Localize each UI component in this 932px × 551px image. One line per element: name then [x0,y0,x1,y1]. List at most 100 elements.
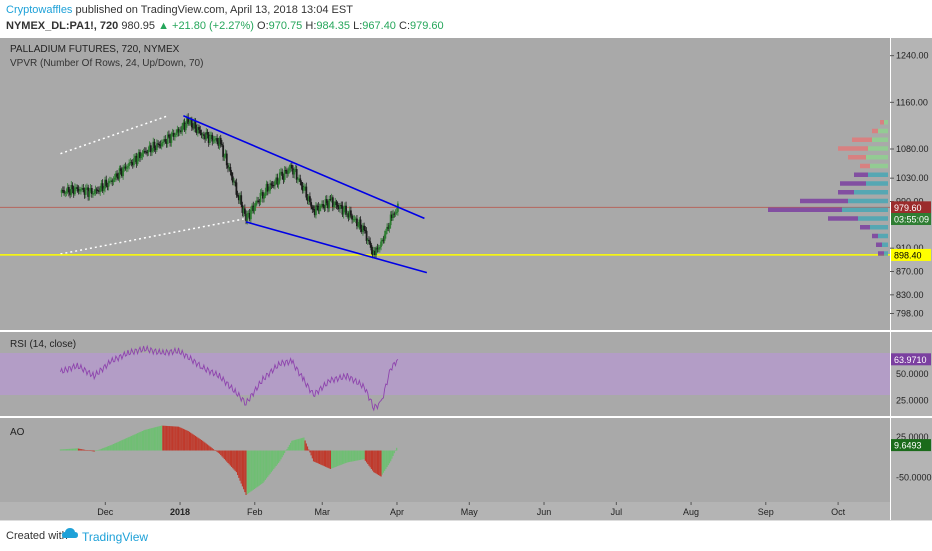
candle[interactable] [211,134,214,142]
candle[interactable] [318,207,321,212]
candle[interactable] [356,218,358,227]
candle[interactable] [189,119,192,122]
candle[interactable] [249,209,252,220]
candle[interactable] [341,205,344,215]
candle[interactable] [327,202,329,209]
price-pane[interactable] [0,38,890,330]
candle[interactable] [155,143,158,150]
candle[interactable] [296,179,299,181]
candle[interactable] [376,247,379,250]
candle[interactable] [231,176,234,183]
candle[interactable] [333,205,335,208]
candle[interactable] [219,137,222,144]
candle[interactable] [182,122,185,126]
candle[interactable] [86,187,88,189]
candle[interactable] [83,189,86,195]
candle[interactable] [136,157,139,165]
candle[interactable] [237,195,240,201]
candle[interactable] [352,219,355,221]
candle[interactable] [313,209,316,216]
candle[interactable] [137,152,140,158]
candle[interactable] [175,133,178,135]
candle[interactable] [152,141,155,151]
rsi-line[interactable] [60,344,399,412]
candle[interactable] [87,187,90,197]
candle[interactable] [388,225,391,229]
candle[interactable] [239,195,241,201]
candle[interactable] [312,208,315,210]
candle[interactable] [278,172,281,181]
candle[interactable] [128,162,131,167]
candle[interactable] [69,192,71,195]
candle[interactable] [139,152,141,159]
candle[interactable] [364,229,367,231]
candle[interactable] [276,177,279,185]
candle[interactable] [330,197,333,200]
candle[interactable] [187,117,190,124]
time-scale[interactable] [0,502,932,520]
candle[interactable] [198,127,200,130]
candle[interactable] [196,127,199,134]
candle[interactable] [265,183,268,192]
candle[interactable] [377,248,380,250]
candle[interactable] [164,139,167,142]
candle[interactable] [289,164,292,169]
candle[interactable] [223,156,226,158]
candle[interactable] [306,197,309,201]
candle[interactable] [148,145,151,150]
candle[interactable] [234,181,237,183]
trend-channel-top[interactable] [183,115,425,220]
candle[interactable] [65,191,68,193]
candle[interactable] [108,180,111,182]
candle[interactable] [269,183,272,191]
candle[interactable] [282,175,285,180]
candle[interactable] [365,230,368,241]
candle[interactable] [74,187,76,195]
candle[interactable] [130,162,133,164]
candle[interactable] [160,143,163,147]
candle[interactable] [135,155,138,165]
candle[interactable] [324,199,327,208]
candle[interactable] [201,134,204,136]
candle[interactable] [170,134,173,143]
candle[interactable] [287,170,290,174]
candle[interactable] [243,208,246,214]
candle[interactable] [281,171,284,176]
candle[interactable] [271,184,274,186]
candle[interactable] [372,250,375,255]
candle[interactable] [345,205,347,215]
candle[interactable] [270,183,273,185]
author-link[interactable]: Cryptowaffles [6,4,73,16]
candle[interactable] [258,200,261,203]
candle[interactable] [382,239,385,241]
candle[interactable] [158,143,161,145]
candle[interactable] [80,188,82,191]
candle[interactable] [340,205,343,207]
candle[interactable] [329,198,332,200]
candle[interactable] [123,166,126,168]
candle[interactable] [202,134,205,136]
candle[interactable] [305,186,308,198]
candle[interactable] [383,234,386,241]
candle[interactable] [301,185,304,191]
candle[interactable] [146,152,149,154]
candle[interactable] [161,141,164,144]
candle[interactable] [105,179,108,186]
candle[interactable] [337,206,340,210]
candle[interactable] [272,185,275,187]
candle[interactable] [110,180,112,182]
candle[interactable] [251,205,253,210]
candle[interactable] [322,204,325,207]
candle[interactable] [309,196,311,203]
candle[interactable] [339,205,341,210]
candle[interactable] [298,178,300,180]
candle[interactable] [111,180,114,182]
candle[interactable] [284,170,287,172]
candle[interactable] [304,186,307,188]
candle[interactable] [84,187,87,195]
candle[interactable] [255,200,258,203]
candle[interactable] [204,135,206,140]
candle[interactable] [166,134,169,144]
candle[interactable] [157,143,159,145]
candle[interactable] [99,188,102,192]
